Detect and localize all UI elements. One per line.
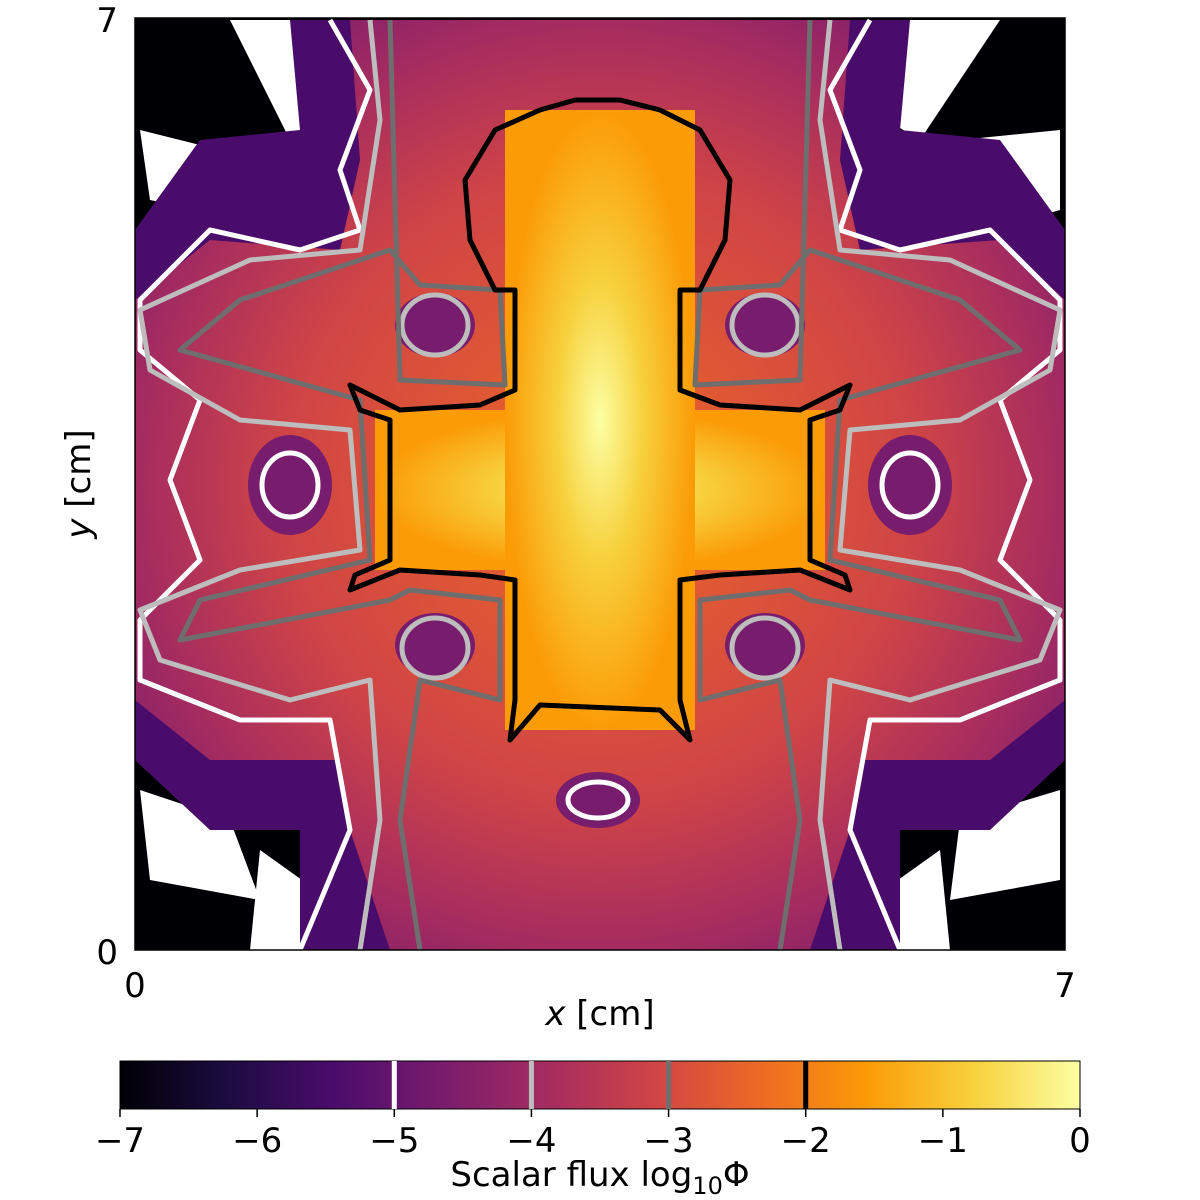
x-tick-label: 7: [1054, 966, 1076, 1006]
colorbar-tick-label: −1: [918, 1121, 968, 1161]
colorbar-label: Scalar flux log10Φ: [450, 1155, 749, 1200]
colorbar-ticks: −7 −6 −5 −4 −3 −2 −1 0: [95, 1109, 1091, 1161]
x-axis: 0 7 x [cm]: [124, 966, 1076, 1034]
y-tick-label: 0: [96, 933, 118, 973]
contour-pocket-minus4-ul: [399, 292, 471, 358]
y-axis-label: y [cm]: [59, 429, 99, 539]
contour-level-minus4: [137, 19, 1063, 950]
contour-pocket-minus5-bottom: [565, 779, 631, 821]
colorbar-tick-label: −6: [232, 1121, 282, 1161]
colorbar: −7 −6 −5 −4 −3 −2 −1 0 Scalar flux log10Φ: [95, 1060, 1091, 1200]
x-tick-label: 0: [124, 966, 146, 1006]
colorbar-tick-label: −5: [369, 1121, 419, 1161]
contour-pocket-minus4-lr: [729, 615, 801, 681]
contour-lines: [137, 18, 1063, 950]
colorbar-tick-label: −3: [644, 1121, 694, 1161]
heatmap-panel: [135, 18, 1065, 950]
colorbar-tick-label: −2: [781, 1121, 831, 1161]
core-vertical: [505, 110, 695, 730]
plot-frame: [134, 17, 1066, 951]
contour-pocket-minus5-left: [259, 450, 321, 520]
contour-level-minus2: [347, 97, 853, 743]
contour-pocket-minus4-ur: [729, 292, 801, 358]
y-axis: 7 0 y [cm]: [59, 1, 118, 973]
y-tick-label: 7: [96, 1, 118, 41]
contour-pocket-minus5-right: [879, 450, 941, 520]
colorbar-gradient: [119, 1060, 1081, 1110]
contour-pocket-minus4-ll: [399, 615, 471, 681]
colorbar-level-lines: [391, 1061, 809, 1109]
colorbar-tick-label: −7: [95, 1121, 145, 1161]
colorbar-tick-label: 0: [1069, 1121, 1091, 1161]
x-axis-label: x [cm]: [544, 994, 654, 1034]
colorbar-tick-label: −4: [506, 1121, 556, 1161]
